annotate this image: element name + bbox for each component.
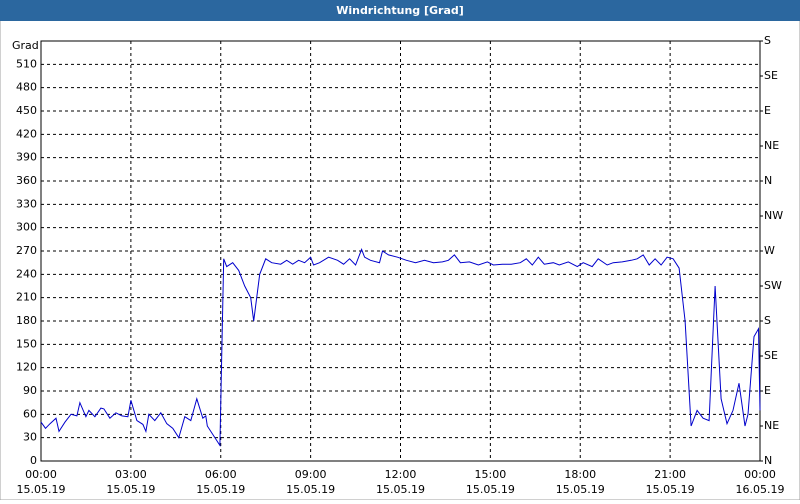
y2-tick-label: NW [764, 209, 783, 222]
y-tick-label: 240 [16, 267, 37, 280]
data-line [40, 248, 761, 448]
x-tick-label: 00:00 [25, 468, 57, 481]
y-tick-label: 270 [16, 244, 37, 257]
y-tick-label: 60 [23, 407, 37, 420]
y2-tick-label: N [764, 174, 772, 187]
y-tick-label: 0 [30, 454, 37, 467]
title-bar [0, 0, 800, 21]
x-tick-date: 15.05.19 [196, 483, 245, 496]
y-tick-label: 300 [16, 221, 37, 234]
y-tick-label: 330 [16, 197, 37, 210]
y-tick-label: 120 [16, 361, 37, 374]
plot-frame [40, 40, 761, 462]
y-tick-label: 360 [16, 174, 37, 187]
y2-tick-label: W [764, 244, 775, 257]
x-tick-date: 15.05.19 [646, 483, 695, 496]
y-tick-label: 510 [16, 57, 37, 70]
x-tick-date: 16.05.19 [736, 483, 785, 496]
x-tick-label: 06:00 [205, 468, 237, 481]
y2-tick-label: S [764, 314, 771, 327]
x-tick-label: 15:00 [475, 468, 507, 481]
y-tick-label: 210 [16, 291, 37, 304]
y2-tick-label: SW [764, 279, 782, 292]
y2-tick-label: E [764, 384, 771, 397]
y-tick-label: 150 [16, 337, 37, 350]
y-tick-label: 450 [16, 104, 37, 117]
y2-tick-label: SE [764, 349, 778, 362]
y-tick-label: 390 [16, 151, 37, 164]
y2-tick-label: NE [764, 139, 779, 152]
x-tick-date: 15.05.19 [286, 483, 335, 496]
x-tick-label: 21:00 [654, 468, 686, 481]
y-tick-label: 420 [16, 127, 37, 140]
x-tick-label: 03:00 [115, 468, 147, 481]
chart-title: Windrichtung [Grad] [336, 4, 464, 17]
y-tick-label: 480 [16, 81, 37, 94]
y2-tick-label: N [764, 454, 772, 467]
x-tick-label: 12:00 [385, 468, 417, 481]
y-tick-label: 30 [23, 431, 37, 444]
x-tick-label: 09:00 [295, 468, 327, 481]
x-tick-label: 18:00 [564, 468, 596, 481]
x-tick-date: 15.05.19 [466, 483, 515, 496]
y-tick-label: 180 [16, 314, 37, 327]
y2-tick-label: E [764, 104, 771, 117]
x-tick-date: 15.05.19 [17, 483, 66, 496]
x-tick-date: 15.05.19 [106, 483, 155, 496]
y2-tick-label: SE [764, 69, 778, 82]
y-axis-label: Grad [12, 39, 39, 52]
x-tick-label: 00:00 [744, 468, 776, 481]
y2-tick-label: NE [764, 419, 779, 432]
x-tick-date: 15.05.19 [556, 483, 605, 496]
y2-tick-label: S [764, 34, 771, 47]
x-tick-date: 15.05.19 [376, 483, 425, 496]
y-tick-label: 90 [23, 384, 37, 397]
